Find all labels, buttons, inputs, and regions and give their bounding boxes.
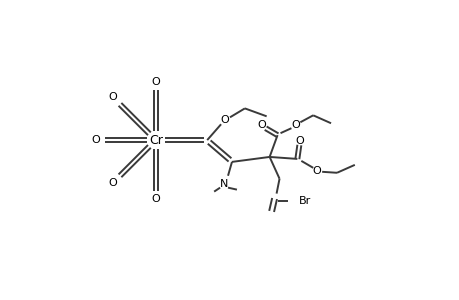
Text: O: O: [220, 115, 229, 125]
Text: O: O: [312, 166, 321, 176]
Text: O: O: [291, 120, 299, 130]
Text: Cr: Cr: [148, 134, 162, 147]
Text: O: O: [257, 120, 265, 130]
Text: N: N: [219, 179, 228, 189]
Text: Br: Br: [299, 196, 311, 206]
Text: O: O: [108, 92, 117, 102]
Text: O: O: [91, 135, 100, 145]
Text: O: O: [151, 76, 160, 87]
Text: O: O: [151, 194, 160, 203]
Text: O: O: [108, 178, 117, 188]
Text: O: O: [294, 136, 303, 146]
